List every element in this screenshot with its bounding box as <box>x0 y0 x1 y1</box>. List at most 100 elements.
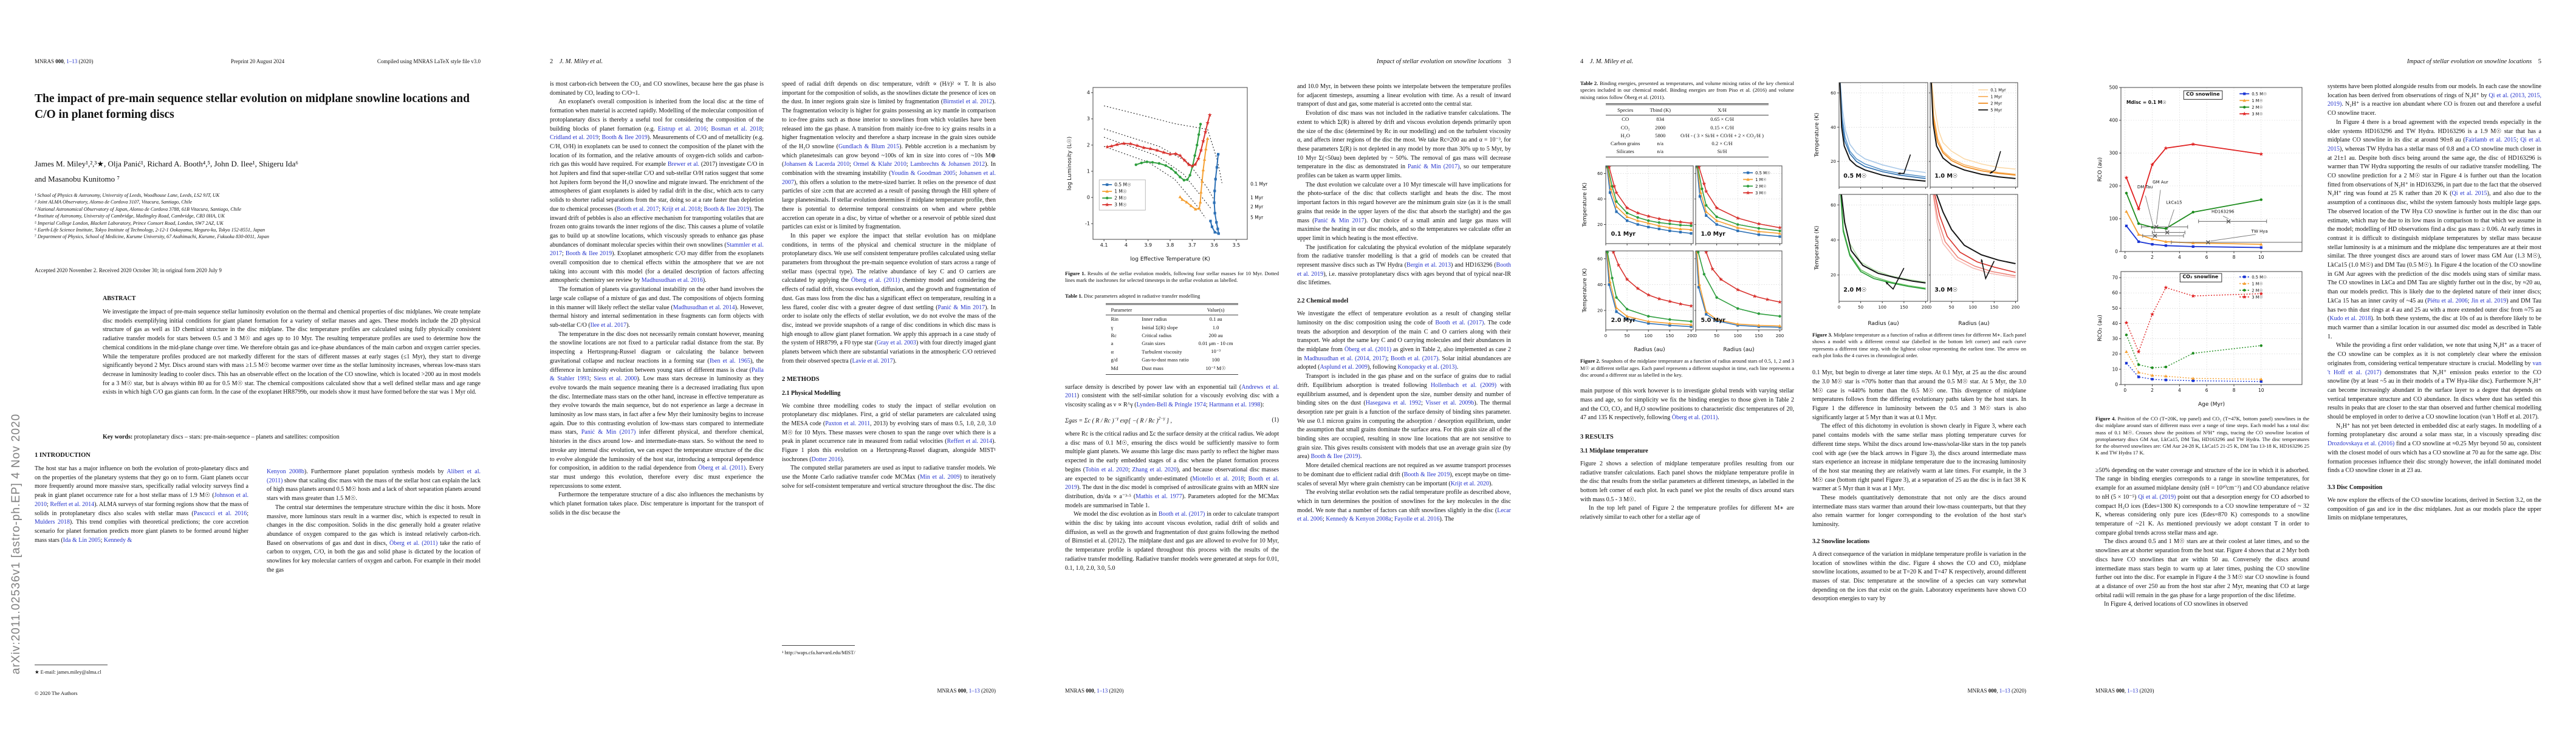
svg-text:2 M☉: 2 M☉ <box>2252 288 2263 293</box>
svg-text:60: 60 <box>1831 203 1836 208</box>
svg-text:40: 40 <box>1597 282 1603 287</box>
figure-3-panel-1msun: 1.0 M☉ 0.1 Myr 1 Myr 2 Myr 5 Myr <box>1929 82 2018 189</box>
paragraph: surface density is described by power la… <box>1065 383 1279 409</box>
svg-text:Age (Myr): Age (Myr) <box>2198 402 2225 408</box>
svg-text:1: 1 <box>1087 168 1090 174</box>
svg-text:2: 2 <box>2151 388 2154 393</box>
paragraph: speed of radial drift depends on disc te… <box>782 81 996 231</box>
svg-text:0: 0 <box>2123 388 2126 393</box>
svg-text:3: 3 <box>1087 116 1090 122</box>
svg-text:500: 500 <box>2109 85 2119 91</box>
svg-text:3.8: 3.8 <box>1166 242 1174 248</box>
table-cell: 834 <box>1656 116 1665 123</box>
page-1: arXiv:2011.02536v1 [astro-ph.EP] 4 Nov 2… <box>0 0 515 729</box>
svg-text:0.5 M☉: 0.5 M☉ <box>1114 182 1131 188</box>
svg-text:100: 100 <box>1734 334 1742 338</box>
svg-text:150: 150 <box>1666 334 1674 338</box>
svg-text:DM Tau: DM Tau <box>2137 185 2153 190</box>
table-cell: g/d <box>1111 357 1118 363</box>
svg-text:0: 0 <box>1605 334 1607 338</box>
svg-text:1 Myr: 1 Myr <box>1250 195 1264 200</box>
page1-header: MNRAS 000, 1–13 (2020) Preprint 20 Augus… <box>35 58 481 64</box>
svg-text:0.5 M☉: 0.5 M☉ <box>1755 171 1770 176</box>
svg-text:100: 100 <box>1645 334 1653 338</box>
svg-text:60: 60 <box>1831 91 1836 95</box>
svg-text:Mdisc = 0.1 M☉: Mdisc = 0.1 M☉ <box>2126 100 2167 105</box>
svg-text:Temperature (K): Temperature (K) <box>1582 269 1588 313</box>
svg-text:6: 6 <box>2205 255 2208 260</box>
svg-text:0.5 M☉: 0.5 M☉ <box>2252 275 2267 279</box>
figure-4-co2-snowline-panel: 0 2 4 6 8 10 0 10 20 30 40 50 60 70 Age (Myr) RCO₂ (au)… <box>2097 271 2303 408</box>
section-heading-introduction: 1 INTRODUCTION <box>35 452 91 459</box>
svg-text:3.9: 3.9 <box>1144 242 1152 248</box>
figure-3-panel-3msun: 0 50 100 150 200 Radius (au) 3.0 M☉ <box>1929 194 2019 327</box>
paragraph: The host star has a major influence on b… <box>35 465 248 544</box>
page-footer: MNRAS 000, 1–13 (2020) <box>1967 688 2026 694</box>
paragraph: The computed stellar parameters are used… <box>782 465 996 490</box>
page-footer: MNRAS 000, 1–13 (2020) <box>1065 688 1124 694</box>
svg-text:Temperature (K): Temperature (K) <box>1582 183 1588 228</box>
paragraph: A direct consequence of the variation in… <box>1812 550 2026 603</box>
svg-text:RCO (au): RCO (au) <box>2097 157 2103 182</box>
svg-text:100: 100 <box>2109 216 2119 222</box>
affiliation: ² Joint ALMA Observatory, Alonso de Cord… <box>35 199 192 205</box>
svg-text:50: 50 <box>1858 305 1863 310</box>
figure-2-panel-1myr: 1.0 Myr 0.5 M☉1 M☉ 2 M☉ 3 M☉ <box>1694 165 1783 246</box>
paragraph: and 10.0 Myr, in between these points we… <box>1297 83 1511 108</box>
affiliation: ⁷ Department of Physics, School of Medic… <box>35 234 269 240</box>
table-cell: 0.01 μm - 10 cm <box>1198 340 1233 347</box>
table-header-row: Species Tbind (K) X/H <box>1605 104 1769 115</box>
svg-text:6: 6 <box>2205 388 2208 393</box>
table-row: CO 834 0.65 × C/H <box>1606 115 1769 123</box>
running-header: Impact of stellar evolution on snowline … <box>2406 58 2541 65</box>
paragraph: The temperature in the disc does not nec… <box>550 330 764 490</box>
email-footnote: ★ E-mail: james.miley@alma.cl <box>35 669 101 675</box>
equation-number: (1) <box>1272 416 1279 423</box>
copyright-line: © 2020 The Authors <box>35 690 78 696</box>
abstract: We investigate the impact of pre-main se… <box>103 309 481 396</box>
page-2: 2 J. M. Miley et al. is most carbon-rich… <box>515 0 1030 729</box>
table-header-cell: Tbind (K) <box>1645 104 1676 115</box>
svg-text:50: 50 <box>1714 334 1719 338</box>
svg-text:0.1 Myr: 0.1 Myr <box>1990 87 2006 92</box>
figure-2-caption: Figure 2. Snapshots of the midplane temp… <box>1580 358 1794 378</box>
journal-ref: MNRAS 000, 1–13 (2020) <box>35 58 94 64</box>
figure-1-hr-diagram: 4.1 4 3.9 3.8 3.7 3.6 3.5 -1 0 1 2 3 4 log Effective … <box>1067 87 1268 262</box>
compiled-note: Compiled using MNRAS LaTeX style file v3… <box>377 58 481 64</box>
pages-link[interactable]: 1–13 <box>66 58 78 64</box>
page-5: Impact of stellar evolution on snowline … <box>2061 0 2576 729</box>
svg-text:0: 0 <box>1929 305 1931 310</box>
table-cell: O/H - ( 3 × Si/H + CO/H + 2 × CO₂/H ) <box>1680 132 1764 139</box>
svg-text:CO₂ snowline: CO₂ snowline <box>2182 274 2218 279</box>
page1-column-left: 1 INTRODUCTION The host star has a major… <box>35 452 248 662</box>
svg-text:100: 100 <box>1879 305 1886 310</box>
page5-column-right: systems have been plotted alongside resu… <box>2328 83 2541 695</box>
table-row: Rin Inner radius 0.1 au <box>1106 315 1238 323</box>
svg-text:3.5: 3.5 <box>1232 242 1240 248</box>
svg-text:5 Myr: 5 Myr <box>1250 214 1264 220</box>
svg-text:200: 200 <box>2012 305 2019 310</box>
svg-text:0: 0 <box>1087 195 1090 200</box>
page2-column-right: speed of radial drift depends on disc te… <box>782 80 996 639</box>
table-cell: H₂O <box>1620 132 1630 139</box>
figure-2-panel-5myr: 0 50 100 150 200 Radius (au) 5.0 Myr <box>1694 250 1784 353</box>
table-cell: Initial Σ(R) slope <box>1142 324 1178 330</box>
svg-text:150: 150 <box>1755 334 1762 338</box>
svg-text:150: 150 <box>1990 305 1998 310</box>
table-cell: 1.0 <box>1212 324 1219 330</box>
paragraph: In the top left panel of Figure 2 the te… <box>1580 505 1794 521</box>
paper-title: The impact of pre-main sequence stellar … <box>35 92 470 121</box>
table-cell: 200 au <box>1208 332 1223 338</box>
paragraph: main purpose of this work however is to … <box>1580 388 1794 422</box>
svg-text:60: 60 <box>2112 290 2118 296</box>
svg-text:1 M☉: 1 M☉ <box>1114 189 1126 194</box>
svg-text:10: 10 <box>2258 388 2264 393</box>
svg-text:50: 50 <box>1625 334 1630 338</box>
svg-text:150: 150 <box>1900 305 1908 310</box>
svg-text:20: 20 <box>1597 222 1603 227</box>
section-heading-methods: 2 METHODS <box>782 375 820 383</box>
table-cell: n/a <box>1657 140 1663 147</box>
page-footer: MNRAS 000, 1–13 (2020) <box>937 688 996 694</box>
svg-text:3.6: 3.6 <box>1210 242 1218 248</box>
paragraph: These models quantitatively demonstrate … <box>1812 495 2026 529</box>
